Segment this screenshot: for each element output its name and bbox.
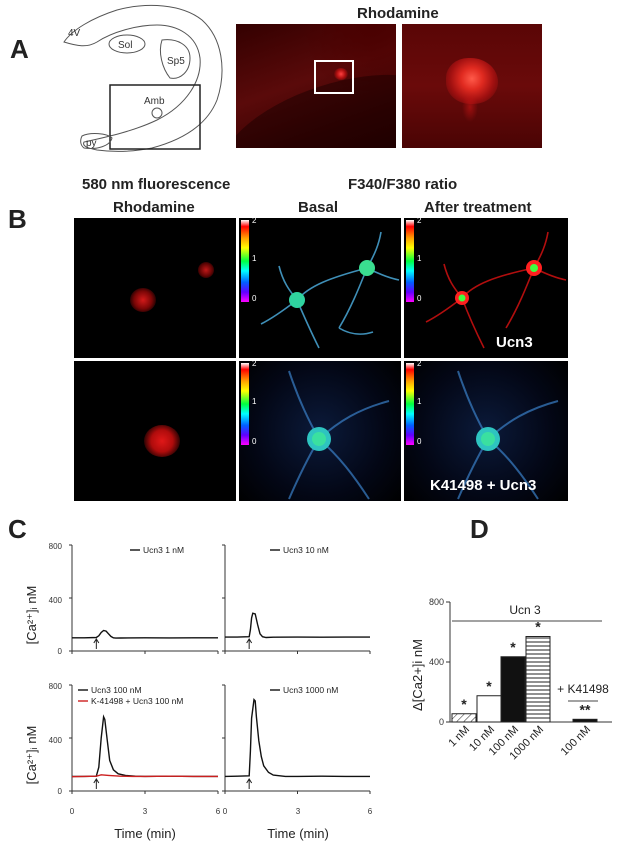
c-legend-label: Ucn3 1000 nM xyxy=(283,685,338,695)
colorbar-tick-2: 2 xyxy=(417,361,422,368)
ratio-basal-image-bottom: 2 1 0 xyxy=(239,361,401,501)
c-xtick-0-right: 0 xyxy=(223,807,228,816)
c-legend-label: Ucn3 1 nM xyxy=(143,545,184,555)
c-legend-label: K-41498 + Ucn3 100 nM xyxy=(91,696,183,706)
d-ytick-0: 0 xyxy=(439,717,444,727)
c-stimulus-arrow xyxy=(93,638,100,649)
c-ytick-400-top: 400 xyxy=(49,596,63,605)
c-axes-2 xyxy=(224,545,370,652)
panel-a-letter: A xyxy=(10,34,29,64)
panel-b-letter: B xyxy=(8,204,27,234)
d-significance-label: * xyxy=(486,678,492,694)
label-py: py xyxy=(86,138,97,149)
overlay-ucn3: Ucn3 xyxy=(496,334,533,351)
c-ytick-800-top: 800 xyxy=(49,542,63,551)
c-xtick-3-right: 3 xyxy=(296,807,301,816)
c-xlabel-left: Time (min) xyxy=(114,826,176,841)
c-ytick-400-bottom: 400 xyxy=(49,736,63,745)
c-ytick-0-top: 0 xyxy=(58,647,63,656)
header-580nm: 580 nm fluorescence xyxy=(82,176,231,193)
colorbar-tick-1: 1 xyxy=(252,254,257,263)
brainstem-outline xyxy=(63,4,223,152)
panel-c-letter: C xyxy=(8,514,27,544)
header-rhodamine: Rhodamine xyxy=(113,199,195,216)
ratio-after-image-bottom: 2 1 0 K41498 + Ucn3 xyxy=(404,361,568,501)
d-bar-5 xyxy=(572,718,598,723)
colorbar-tick-0: 0 xyxy=(417,437,422,446)
colorbar-tick-2: 2 xyxy=(252,218,257,225)
d-ylabel: Δ[Ca2+]i nM xyxy=(410,639,425,711)
c-xtick-3-left: 3 xyxy=(143,807,148,816)
c-axes-1 xyxy=(71,545,218,652)
d-significance-label: * xyxy=(510,639,516,655)
c-stimulus-arrow xyxy=(246,778,253,789)
c-legend-label: Ucn3 10 nM xyxy=(283,545,329,555)
c-ylabel-top: [Ca²⁺]ᵢ nM xyxy=(24,586,39,645)
c-axes-4 xyxy=(224,685,370,792)
brainstem-diagram: 4V Sol Sp5 Amb py xyxy=(63,4,223,152)
c-ylabel-bottom: [Ca²⁺]ᵢ nM xyxy=(24,726,39,785)
c-trace-ucn3-10-nm xyxy=(225,612,370,639)
d-significance-label: ** xyxy=(580,701,591,717)
d-significance-label: * xyxy=(461,696,467,712)
c-xtick-6-left: 6 xyxy=(216,807,221,816)
colorbar-tick-2: 2 xyxy=(252,361,257,368)
c-legend-label: Ucn3 100 nM xyxy=(91,685,142,695)
d-bar-1 xyxy=(451,713,477,723)
header-basal: Basal xyxy=(298,199,339,216)
colorbar-tick-1: 1 xyxy=(252,397,257,406)
d-category-label: 100 nM xyxy=(559,724,593,758)
inset-box xyxy=(109,84,201,150)
panel-c-traces: [Ca²⁺]ᵢ nM [Ca²⁺]ᵢ nM 800 400 0 800 400 … xyxy=(24,542,373,841)
d-significance-label: * xyxy=(535,619,541,635)
c-trace-ucn3-1000-nm xyxy=(224,698,370,778)
c-ytick-800-bottom: 800 xyxy=(49,682,63,691)
d-bar-4 xyxy=(525,636,551,723)
ratio-basal-image-top: 2 1 0 xyxy=(239,218,401,358)
colorbar-tick-2: 2 xyxy=(417,218,422,225)
c-xlabel-right: Time (min) xyxy=(267,826,329,841)
panel-d-letter: D xyxy=(470,514,489,544)
rhodamine-overview-image xyxy=(236,24,396,148)
rhodamine-title: Rhodamine xyxy=(357,5,439,22)
colorbar-top-basal xyxy=(241,220,249,302)
colorbar-tick-0: 0 xyxy=(252,294,257,303)
c-trace-ucn3-100-nm xyxy=(72,714,218,778)
c-ytick-0-bottom: 0 xyxy=(58,787,63,796)
c-stimulus-arrow xyxy=(93,778,100,789)
label-sp5: Sp5 xyxy=(167,56,185,67)
colorbar-tick-1: 1 xyxy=(417,397,422,406)
colorbar-tick-1: 1 xyxy=(417,254,422,263)
label-4v: 4V xyxy=(68,28,81,39)
amb-circle xyxy=(151,107,163,119)
label-amb: Amb xyxy=(144,96,165,107)
py-outline xyxy=(80,133,113,149)
sp5-outline xyxy=(159,39,191,79)
ratio-after-image-top: 2 1 0 Ucn3 xyxy=(404,218,568,358)
d-ytick-400: 400 xyxy=(429,657,444,667)
d-ytick-800: 800 xyxy=(429,597,444,607)
d-extra-label: + K41498 xyxy=(557,682,609,696)
c-stimulus-arrow xyxy=(246,638,253,649)
c-trace-k-41498-ucn3-100-nm xyxy=(71,774,218,778)
label-sol: Sol xyxy=(118,40,132,51)
header-after-treatment: After treatment xyxy=(424,199,532,216)
c-trace-ucn3-1-nm xyxy=(72,629,218,639)
c-xtick-0-left: 0 xyxy=(70,807,75,816)
overlay-k41498-ucn3: K41498 + Ucn3 xyxy=(430,477,537,494)
c-xtick-6-right: 6 xyxy=(368,807,373,816)
rhodamine-image-top xyxy=(74,218,236,358)
d-bar-2 xyxy=(476,695,502,723)
panel-d-bar-chart: Δ[Ca2+]i nM 800 400 0 Ucn 3 + K41498 *1 … xyxy=(410,597,612,762)
d-group-label: Ucn 3 xyxy=(509,603,541,617)
zoom-box xyxy=(314,60,354,94)
d-bar-3 xyxy=(500,656,526,723)
colorbar-tick-0: 0 xyxy=(252,437,257,446)
sol-outline xyxy=(108,34,146,54)
colorbar-tick-0: 0 xyxy=(417,294,422,303)
cell-spot xyxy=(334,68,348,80)
rhodamine-zoom-image xyxy=(402,24,542,148)
rhodamine-image-bottom xyxy=(74,361,236,501)
header-ratio: F340/F380 ratio xyxy=(348,176,458,193)
